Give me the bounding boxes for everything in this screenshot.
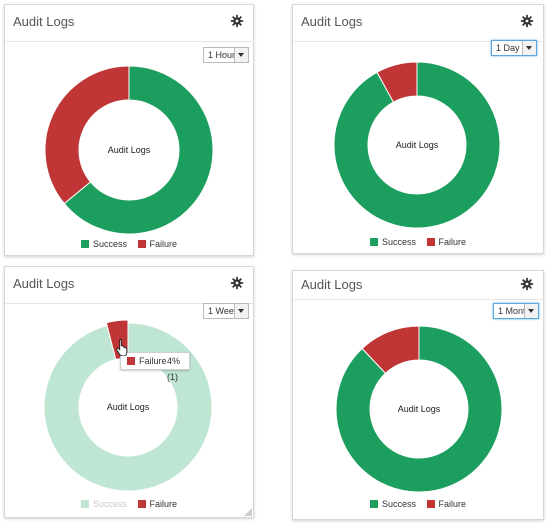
slice-success[interactable] — [63, 65, 214, 235]
legend-swatch-failure — [137, 240, 146, 248]
audit-logs-widget-1hour: Audit Logs 1 Hour Audit Logs Success Fai… — [4, 4, 254, 256]
tooltip-swatch-failure — [127, 357, 135, 365]
chart-center-label: Audit Logs — [396, 140, 439, 150]
legend-swatch-success — [80, 240, 89, 248]
chart-legend: Success Failure — [5, 499, 253, 511]
legend-item-failure[interactable]: Failure — [426, 499, 466, 509]
chevron-down-icon — [234, 304, 248, 318]
time-range-select[interactable]: 1 Hour — [203, 47, 249, 63]
legend-item-success[interactable]: Success — [369, 237, 416, 247]
legend-item-success[interactable]: Success — [80, 239, 127, 249]
legend-swatch-success — [369, 238, 378, 246]
widget-title: Audit Logs — [301, 14, 363, 29]
slice-success[interactable] — [335, 325, 503, 493]
chart-center-label: Audit Logs — [108, 145, 151, 155]
donut-chart: Audit Logs — [335, 325, 503, 493]
chart-center-label: Audit Logs — [107, 402, 150, 412]
legend-swatch-failure — [426, 238, 435, 246]
chart-legend: Success Failure — [5, 239, 253, 251]
chart-legend: Success Failure — [293, 499, 543, 511]
gear-icon[interactable] — [230, 14, 244, 28]
legend-item-failure[interactable]: Failure — [137, 499, 177, 509]
gear-icon[interactable] — [230, 276, 244, 290]
resize-handle[interactable] — [244, 508, 252, 516]
donut-chart: Audit Logs — [44, 65, 214, 235]
donut-chart: Audit Logs — [43, 319, 213, 492]
widget-title: Audit Logs — [13, 14, 75, 29]
time-range-select[interactable]: 1 Week — [203, 303, 249, 319]
audit-logs-widget-1week: Audit Logs 1 Week Audit Logs Success Fai… — [4, 266, 254, 518]
legend-swatch-success — [369, 500, 378, 508]
time-range-select[interactable]: 1 Month — [493, 303, 539, 319]
widget-title: Audit Logs — [13, 276, 75, 291]
tooltip-value: 4% (1) — [167, 356, 181, 382]
legend-item-success[interactable]: Success — [369, 499, 416, 509]
widget-header: Audit Logs — [293, 5, 543, 42]
legend-swatch-failure — [137, 500, 146, 508]
donut-chart: Audit Logs — [333, 61, 501, 229]
slice-success[interactable] — [333, 61, 501, 229]
gear-icon[interactable] — [520, 14, 534, 28]
audit-logs-widget-1day: Audit Logs 1 Day Audit Logs Success Fail… — [292, 4, 544, 254]
time-range-select[interactable]: 1 Day — [491, 40, 537, 56]
chevron-down-icon — [522, 41, 536, 55]
hand-cursor-icon — [116, 338, 128, 356]
widget-header: Audit Logs — [5, 5, 253, 42]
legend-item-failure[interactable]: Failure — [137, 239, 177, 249]
widget-title: Audit Logs — [301, 277, 363, 292]
legend-item-failure[interactable]: Failure — [426, 237, 466, 247]
gear-icon[interactable] — [520, 277, 534, 291]
chart-legend: Success Failure — [293, 237, 543, 249]
slice-failure[interactable] — [376, 61, 418, 103]
legend-swatch-success — [80, 500, 89, 508]
chevron-down-icon — [234, 48, 248, 62]
chevron-down-icon — [524, 304, 538, 318]
chart-center-label: Audit Logs — [398, 404, 441, 414]
legend-swatch-failure — [426, 500, 435, 508]
slice-failure[interactable] — [361, 325, 420, 374]
tooltip-series-name: Failure — [139, 356, 167, 366]
widget-header: Audit Logs — [293, 271, 543, 300]
legend-item-success[interactable]: Success — [80, 499, 127, 509]
audit-logs-widget-1month: Audit Logs 1 Month Audit Logs Success Fa… — [292, 270, 544, 520]
widget-header: Audit Logs — [5, 267, 253, 304]
chart-tooltip: Failure 4% (1) — [120, 352, 190, 382]
slice-failure[interactable] — [44, 65, 130, 205]
